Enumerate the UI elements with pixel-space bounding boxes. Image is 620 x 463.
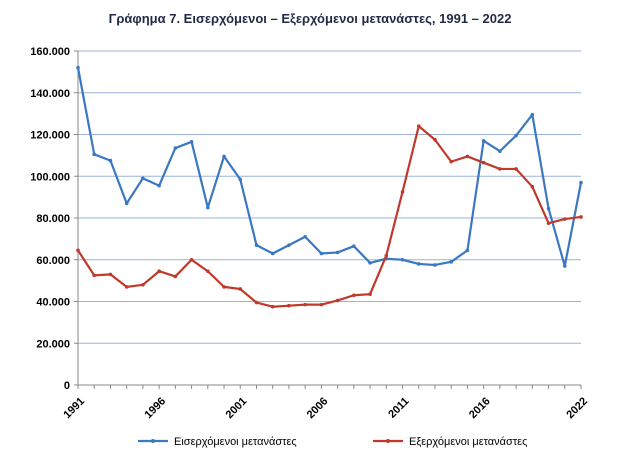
- data-point: [173, 146, 178, 150]
- x-axis-ticks: 1991 1996 2001 2006 2011 2016 2022: [61, 385, 590, 421]
- data-point: [481, 138, 486, 143]
- data-point: [546, 221, 551, 226]
- data-point: [433, 137, 437, 142]
- y-tick-label: 160.000: [30, 46, 70, 58]
- data-point: [157, 269, 161, 274]
- data-point: [449, 260, 453, 264]
- data-point: [514, 167, 518, 171]
- data-point: [530, 112, 535, 117]
- data-point: [416, 262, 421, 266]
- data-point: [579, 180, 583, 185]
- data-point: [76, 65, 80, 70]
- data-point: [498, 149, 502, 153]
- data-point: [400, 257, 405, 262]
- y-tick-label: 40.000: [36, 297, 70, 309]
- data-point: [433, 263, 437, 267]
- data-point: [254, 243, 259, 247]
- x-tick-label: 2001: [224, 395, 250, 421]
- data-point: [481, 160, 486, 165]
- y-tick-label: 100.000: [30, 171, 70, 183]
- data-point: [206, 269, 210, 274]
- data-point: [498, 167, 502, 171]
- data-point: [270, 251, 275, 256]
- data-point: [465, 154, 470, 159]
- data-point: [400, 190, 405, 194]
- data-point: [546, 206, 551, 211]
- x-tick-label: 1991: [61, 395, 87, 421]
- data-point: [108, 272, 113, 277]
- data-point: [579, 215, 583, 219]
- data-point: [335, 298, 340, 303]
- data-point: [173, 274, 178, 279]
- data-point: [222, 285, 226, 289]
- data-point: [92, 152, 97, 157]
- data-point: [141, 176, 145, 181]
- data-point: [530, 184, 535, 189]
- x-tick-label: 1996: [142, 395, 168, 421]
- y-tick-label: 0: [64, 380, 70, 392]
- chart-title: Γράφημα 7. Εισερχόμενοι – Εξερχόμενοι με…: [108, 11, 512, 26]
- x-tick-label: 2022: [564, 395, 590, 421]
- series-line-2: [77, 125, 582, 308]
- data-point: [384, 253, 389, 258]
- gridlines: [78, 50, 581, 344]
- data-point: [465, 248, 470, 253]
- legend-label: Εξερχόμενοι μετανάστες: [409, 436, 527, 448]
- data-point: [92, 273, 97, 278]
- y-tick-label: 80.000: [36, 213, 70, 225]
- legend-marker: [151, 439, 155, 443]
- data-point: [222, 154, 226, 159]
- data-point: [270, 304, 275, 309]
- data-point: [449, 159, 453, 164]
- data-point: [368, 292, 372, 296]
- data-point: [287, 243, 291, 247]
- data-point: [157, 183, 161, 188]
- data-point: [352, 293, 356, 298]
- legend-label: Εισερχόμενοι μετανάστες: [174, 436, 297, 448]
- data-point: [562, 264, 567, 268]
- series-line-1: [76, 67, 583, 268]
- data-point: [319, 251, 324, 256]
- data-point: [124, 285, 129, 289]
- x-tick-label: 2006: [305, 395, 331, 421]
- data-point: [416, 124, 421, 128]
- x-tick-label: 2011: [386, 395, 411, 420]
- data-point: [124, 201, 129, 206]
- data-point: [562, 217, 567, 221]
- x-tick-label: 2016: [467, 395, 493, 421]
- data-point: [303, 234, 307, 239]
- data-point: [238, 177, 243, 182]
- data-point: [335, 250, 340, 255]
- data-point: [206, 205, 210, 210]
- data-point: [254, 300, 259, 305]
- y-tick-label: 60.000: [36, 255, 70, 267]
- data-point: [108, 158, 113, 163]
- data-point: [303, 302, 307, 307]
- data-point: [287, 303, 291, 308]
- data-point: [189, 257, 194, 262]
- data-point: [514, 133, 518, 138]
- y-tick-label: 120.000: [30, 130, 70, 142]
- data-point: [319, 302, 324, 307]
- data-point: [238, 287, 243, 291]
- y-tick-label: 140.000: [30, 88, 70, 100]
- y-tick-label: 20.000: [36, 338, 70, 350]
- series-group: [76, 65, 583, 309]
- legend: Εισερχόμενοι μετανάστες Εξερχόμενοι μεταν…: [138, 436, 527, 448]
- legend-marker: [386, 439, 390, 443]
- data-point: [76, 248, 80, 253]
- data-point: [141, 283, 145, 287]
- data-point: [368, 261, 372, 265]
- data-point: [352, 244, 356, 248]
- data-point: [189, 140, 194, 144]
- y-axis-ticks: 0 20.000 40.000 60.000 80.000 100.000 120.000 1…: [30, 46, 78, 392]
